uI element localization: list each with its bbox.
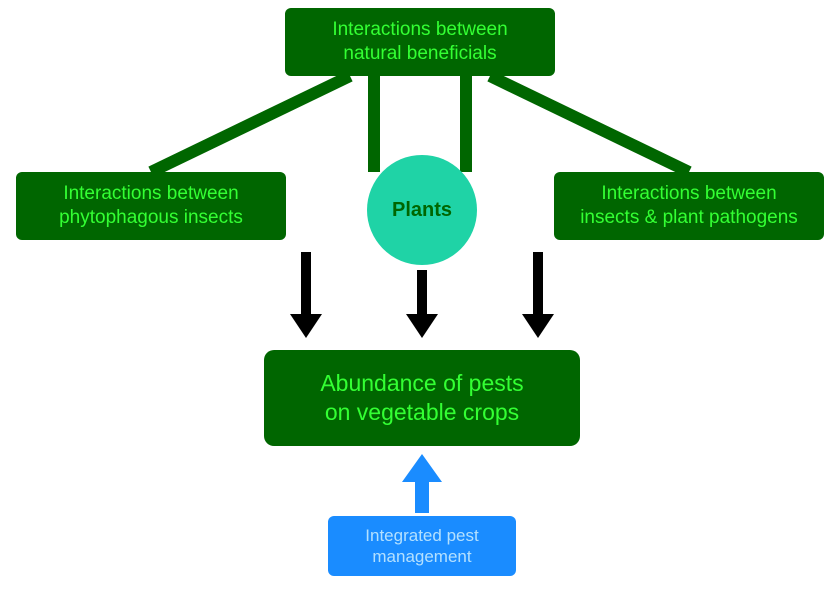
node-right-pathogens-label: Interactions betweeninsects & plant path… bbox=[580, 182, 798, 230]
node-ipm-label: Integrated pestmanagement bbox=[365, 525, 478, 568]
node-left-phytophagous: Interactions betweenphytophagous insects bbox=[16, 172, 286, 240]
node-center-plants-label: Plants bbox=[392, 199, 452, 222]
node-top-beneficials: Interactions betweennatural beneficials bbox=[285, 8, 555, 76]
node-left-phytophagous-label: Interactions betweenphytophagous insects bbox=[59, 182, 243, 230]
node-center-plants: Plants bbox=[367, 155, 477, 265]
node-ipm: Integrated pestmanagement bbox=[328, 516, 516, 576]
node-abundance: Abundance of pestson vegetable crops bbox=[264, 350, 580, 446]
node-abundance-label: Abundance of pestson vegetable crops bbox=[320, 369, 523, 427]
connectors-layer bbox=[0, 0, 840, 604]
node-top-beneficials-label: Interactions betweennatural beneficials bbox=[332, 18, 507, 66]
node-right-pathogens: Interactions betweeninsects & plant path… bbox=[554, 172, 824, 240]
